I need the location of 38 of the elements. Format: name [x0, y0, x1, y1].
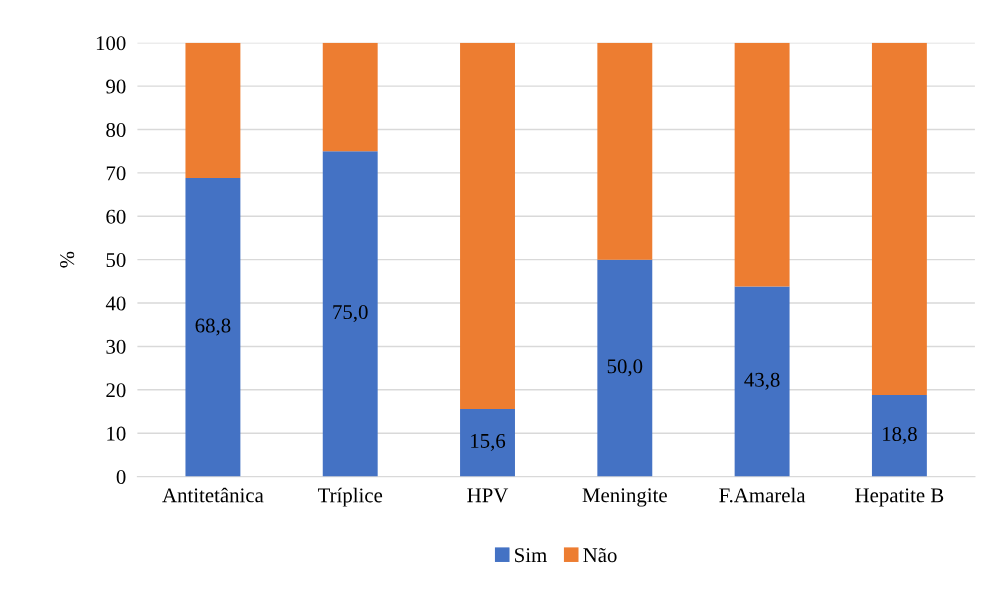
- y-tick-label: 10: [107, 426, 126, 441]
- bar: [460, 42, 515, 409]
- y-axis-title: %: [60, 251, 75, 268]
- y-tick-label: 60: [106, 209, 126, 224]
- bar: [734, 286, 790, 477]
- y-tick-label: 40: [105, 296, 126, 311]
- bar: [185, 178, 241, 477]
- legend-label: Não: [583, 547, 617, 563]
- x-tick-label: F.Amarela: [719, 487, 806, 503]
- y-tick-label: 70: [106, 166, 126, 181]
- bar: [322, 42, 378, 152]
- y-tick-label: 80: [106, 122, 126, 137]
- data-label: 15,6: [471, 433, 506, 451]
- y-tick-label: 20: [106, 383, 126, 398]
- bar: [597, 259, 653, 477]
- bar: [597, 42, 653, 260]
- data-label: 75,0: [333, 305, 368, 323]
- data-label: 43,8: [744, 372, 780, 390]
- y-tick-label: 0: [116, 469, 126, 485]
- x-tick-label: Meningite: [582, 488, 667, 507]
- y-tick-label: 100: [96, 36, 126, 51]
- bar: [734, 42, 790, 287]
- bar: [871, 42, 927, 396]
- x-tick-label: Hepatite B: [855, 488, 944, 507]
- legend-label: Sim: [515, 548, 547, 563]
- y-tick-label: 90: [106, 79, 126, 94]
- bar: [871, 395, 927, 477]
- y-tick-label: 50: [106, 253, 126, 268]
- x-tick-label: Antitetânica: [162, 487, 264, 503]
- y-tick-label: 30: [106, 339, 126, 354]
- bar: [460, 408, 515, 477]
- data-label: 18,8: [883, 426, 917, 445]
- bar: [185, 42, 241, 179]
- data-label: 68,8: [195, 318, 231, 336]
- data-label: 50,0: [607, 359, 643, 377]
- bar: [322, 151, 378, 477]
- x-tick-label: HPV: [467, 488, 509, 503]
- x-tick-label: Tríplice: [317, 487, 383, 507]
